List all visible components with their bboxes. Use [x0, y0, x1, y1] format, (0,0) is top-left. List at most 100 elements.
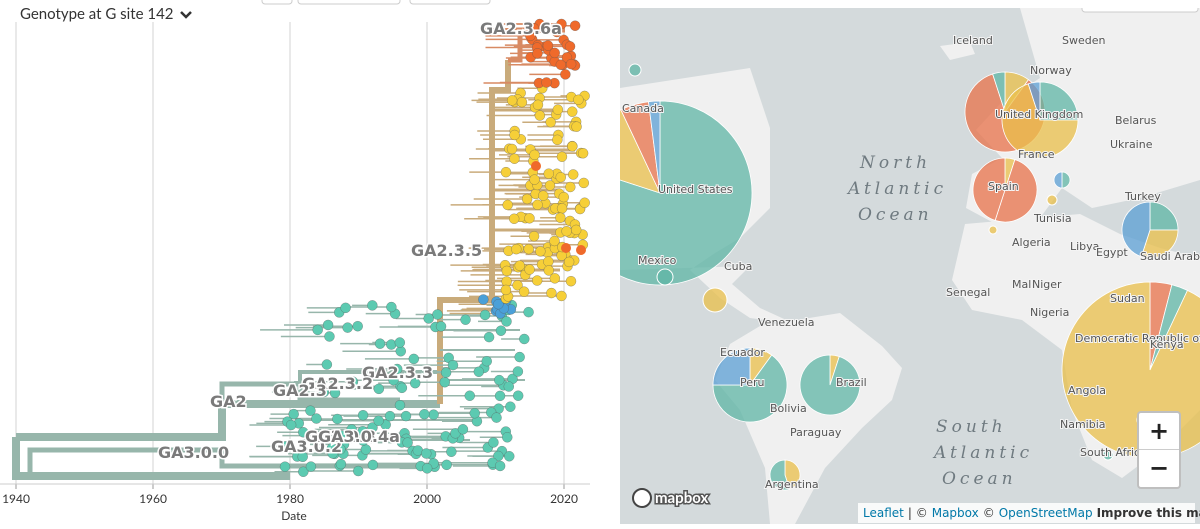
tip [288, 408, 299, 420]
tip [512, 279, 523, 291]
tip [570, 224, 582, 236]
chevron[interactable] [180, 11, 192, 19]
map-label: Libya [1070, 240, 1099, 253]
map-pie-slice [992, 71, 1006, 113]
map-label: Saudi Arabia [1140, 250, 1200, 263]
clade-label: GA2.3.6a [480, 19, 562, 38]
button[interactable] [261, 0, 293, 5]
x-tick-label: 1980 [276, 491, 304, 506]
map-pie [1046, 194, 1058, 206]
tip [408, 353, 420, 365]
ocean-label: Atlantic [846, 179, 947, 199]
map-pie-slice [1149, 201, 1179, 231]
map-button[interactable] [1081, 8, 1199, 13]
tip [565, 58, 577, 70]
tip [298, 466, 309, 477]
tip [279, 461, 291, 472]
map-pie [656, 268, 674, 286]
map-label: United Kingdom [995, 108, 1083, 121]
attribution-item: © [982, 506, 995, 520]
tip [573, 94, 584, 106]
tip [457, 424, 469, 435]
land-iceland [940, 42, 975, 60]
clade-label: GA3.0.4a [318, 427, 400, 446]
tip [322, 319, 334, 331]
map-panel: Iceland Sweden Norway Canada United States Be… [620, 8, 1200, 524]
tip [332, 413, 343, 425]
tip [576, 245, 586, 255]
tip [435, 321, 447, 332]
tip [558, 191, 570, 203]
tip [280, 441, 291, 452]
map-pie-slice [769, 459, 791, 491]
tip [386, 301, 397, 313]
tip [298, 427, 309, 438]
map-label: Iceland [953, 34, 993, 47]
dropdown[interactable] [297, 0, 401, 5]
tip [321, 359, 333, 370]
map-pie [628, 63, 642, 77]
tip [504, 450, 515, 462]
attribution-item[interactable]: Improve this map [1096, 506, 1200, 520]
tip [543, 265, 555, 276]
tip [579, 197, 590, 208]
attribution-item: | © [907, 506, 928, 520]
map-label: Kenya [1150, 338, 1184, 351]
map-label: Spain [988, 180, 1019, 193]
tip [329, 387, 341, 399]
zoom-out[interactable]: − [1148, 454, 1170, 482]
tip [388, 374, 399, 386]
map-pie-slice [620, 100, 753, 286]
attribution-item[interactable]: OpenStreetMap [998, 506, 1093, 520]
tip [428, 409, 439, 420]
tip [555, 212, 566, 223]
map-pie-slice [994, 159, 1038, 223]
tip [394, 399, 406, 411]
map-label: Brazil [836, 376, 867, 389]
tip [395, 346, 407, 357]
tip [543, 168, 554, 179]
tip [311, 413, 322, 424]
tip [528, 23, 540, 34]
tip [285, 419, 297, 431]
tip [567, 169, 579, 180]
tip [571, 121, 582, 132]
tip [512, 366, 524, 377]
tip [501, 316, 512, 327]
tip [336, 430, 348, 441]
tip [505, 401, 516, 412]
map-label: Tunisia [1033, 212, 1072, 225]
tip [543, 256, 554, 267]
map-pie-slice [1039, 81, 1079, 121]
tip [552, 104, 564, 115]
tip [396, 382, 408, 394]
tip [297, 451, 308, 463]
map-label: Belarus [1115, 114, 1157, 127]
tip [561, 243, 571, 253]
map-label: France [1018, 148, 1055, 161]
map-pie-slice [1061, 171, 1071, 189]
tip [423, 313, 434, 324]
map-pie-slice [712, 354, 788, 423]
tip [420, 448, 432, 459]
clade-label: GA3.0.3 [305, 427, 376, 446]
color-by-title[interactable]: Genotype at G site 142 [20, 5, 173, 23]
tip [460, 314, 471, 325]
tip [534, 110, 546, 121]
tip [360, 444, 372, 455]
dropdown[interactable] [409, 0, 491, 5]
clade-label: GA2.3.5 [411, 241, 482, 260]
tip [374, 338, 386, 349]
tip [488, 437, 499, 448]
attribution-item[interactable]: Leaflet [863, 506, 904, 520]
tip [544, 180, 556, 191]
tip [373, 415, 384, 426]
tip [563, 256, 575, 268]
attribution: Leaflet | © Mapbox © OpenStreetMap Improve th… [858, 503, 1200, 523]
map-pie-slice [784, 459, 801, 490]
tip [565, 275, 577, 287]
clade-label: GA2 [210, 392, 247, 411]
tip [493, 450, 504, 462]
zoom-in[interactable]: + [1139, 413, 1179, 450]
attribution-item[interactable]: Mapbox [931, 506, 979, 520]
